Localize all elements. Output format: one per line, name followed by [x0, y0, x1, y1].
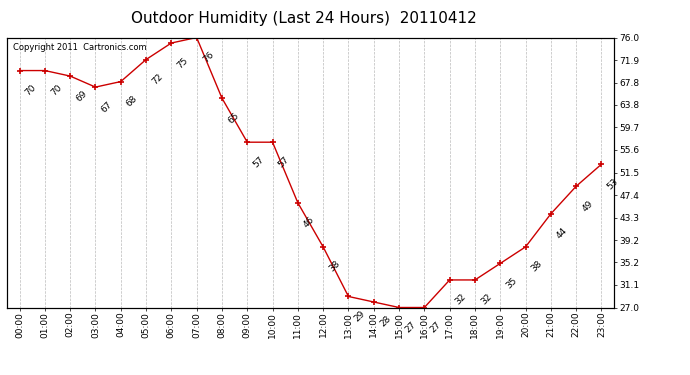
Text: 75: 75 — [175, 56, 190, 70]
Text: 76: 76 — [201, 50, 215, 64]
Text: 32: 32 — [454, 292, 469, 307]
Text: 57: 57 — [251, 155, 266, 169]
Text: Copyright 2011  Cartronics.com: Copyright 2011 Cartronics.com — [13, 43, 146, 52]
Text: Outdoor Humidity (Last 24 Hours)  20110412: Outdoor Humidity (Last 24 Hours) 2011041… — [130, 11, 477, 26]
Text: 44: 44 — [555, 226, 569, 241]
Text: 67: 67 — [99, 100, 114, 114]
Text: 70: 70 — [23, 83, 38, 98]
Text: 49: 49 — [580, 199, 595, 213]
Text: 57: 57 — [277, 155, 291, 169]
Text: 29: 29 — [353, 309, 367, 323]
Text: 46: 46 — [302, 215, 317, 230]
Text: 27: 27 — [428, 320, 443, 334]
Text: 65: 65 — [226, 111, 241, 125]
Text: 53: 53 — [606, 177, 620, 191]
Text: 27: 27 — [403, 320, 417, 334]
Text: 38: 38 — [530, 260, 544, 274]
Text: 72: 72 — [150, 72, 165, 87]
Text: 38: 38 — [327, 260, 342, 274]
Text: 32: 32 — [479, 292, 493, 307]
Text: 69: 69 — [75, 88, 89, 103]
Text: 70: 70 — [49, 83, 63, 98]
Text: 28: 28 — [378, 315, 393, 329]
Text: 35: 35 — [504, 276, 519, 290]
Text: 68: 68 — [125, 94, 139, 109]
